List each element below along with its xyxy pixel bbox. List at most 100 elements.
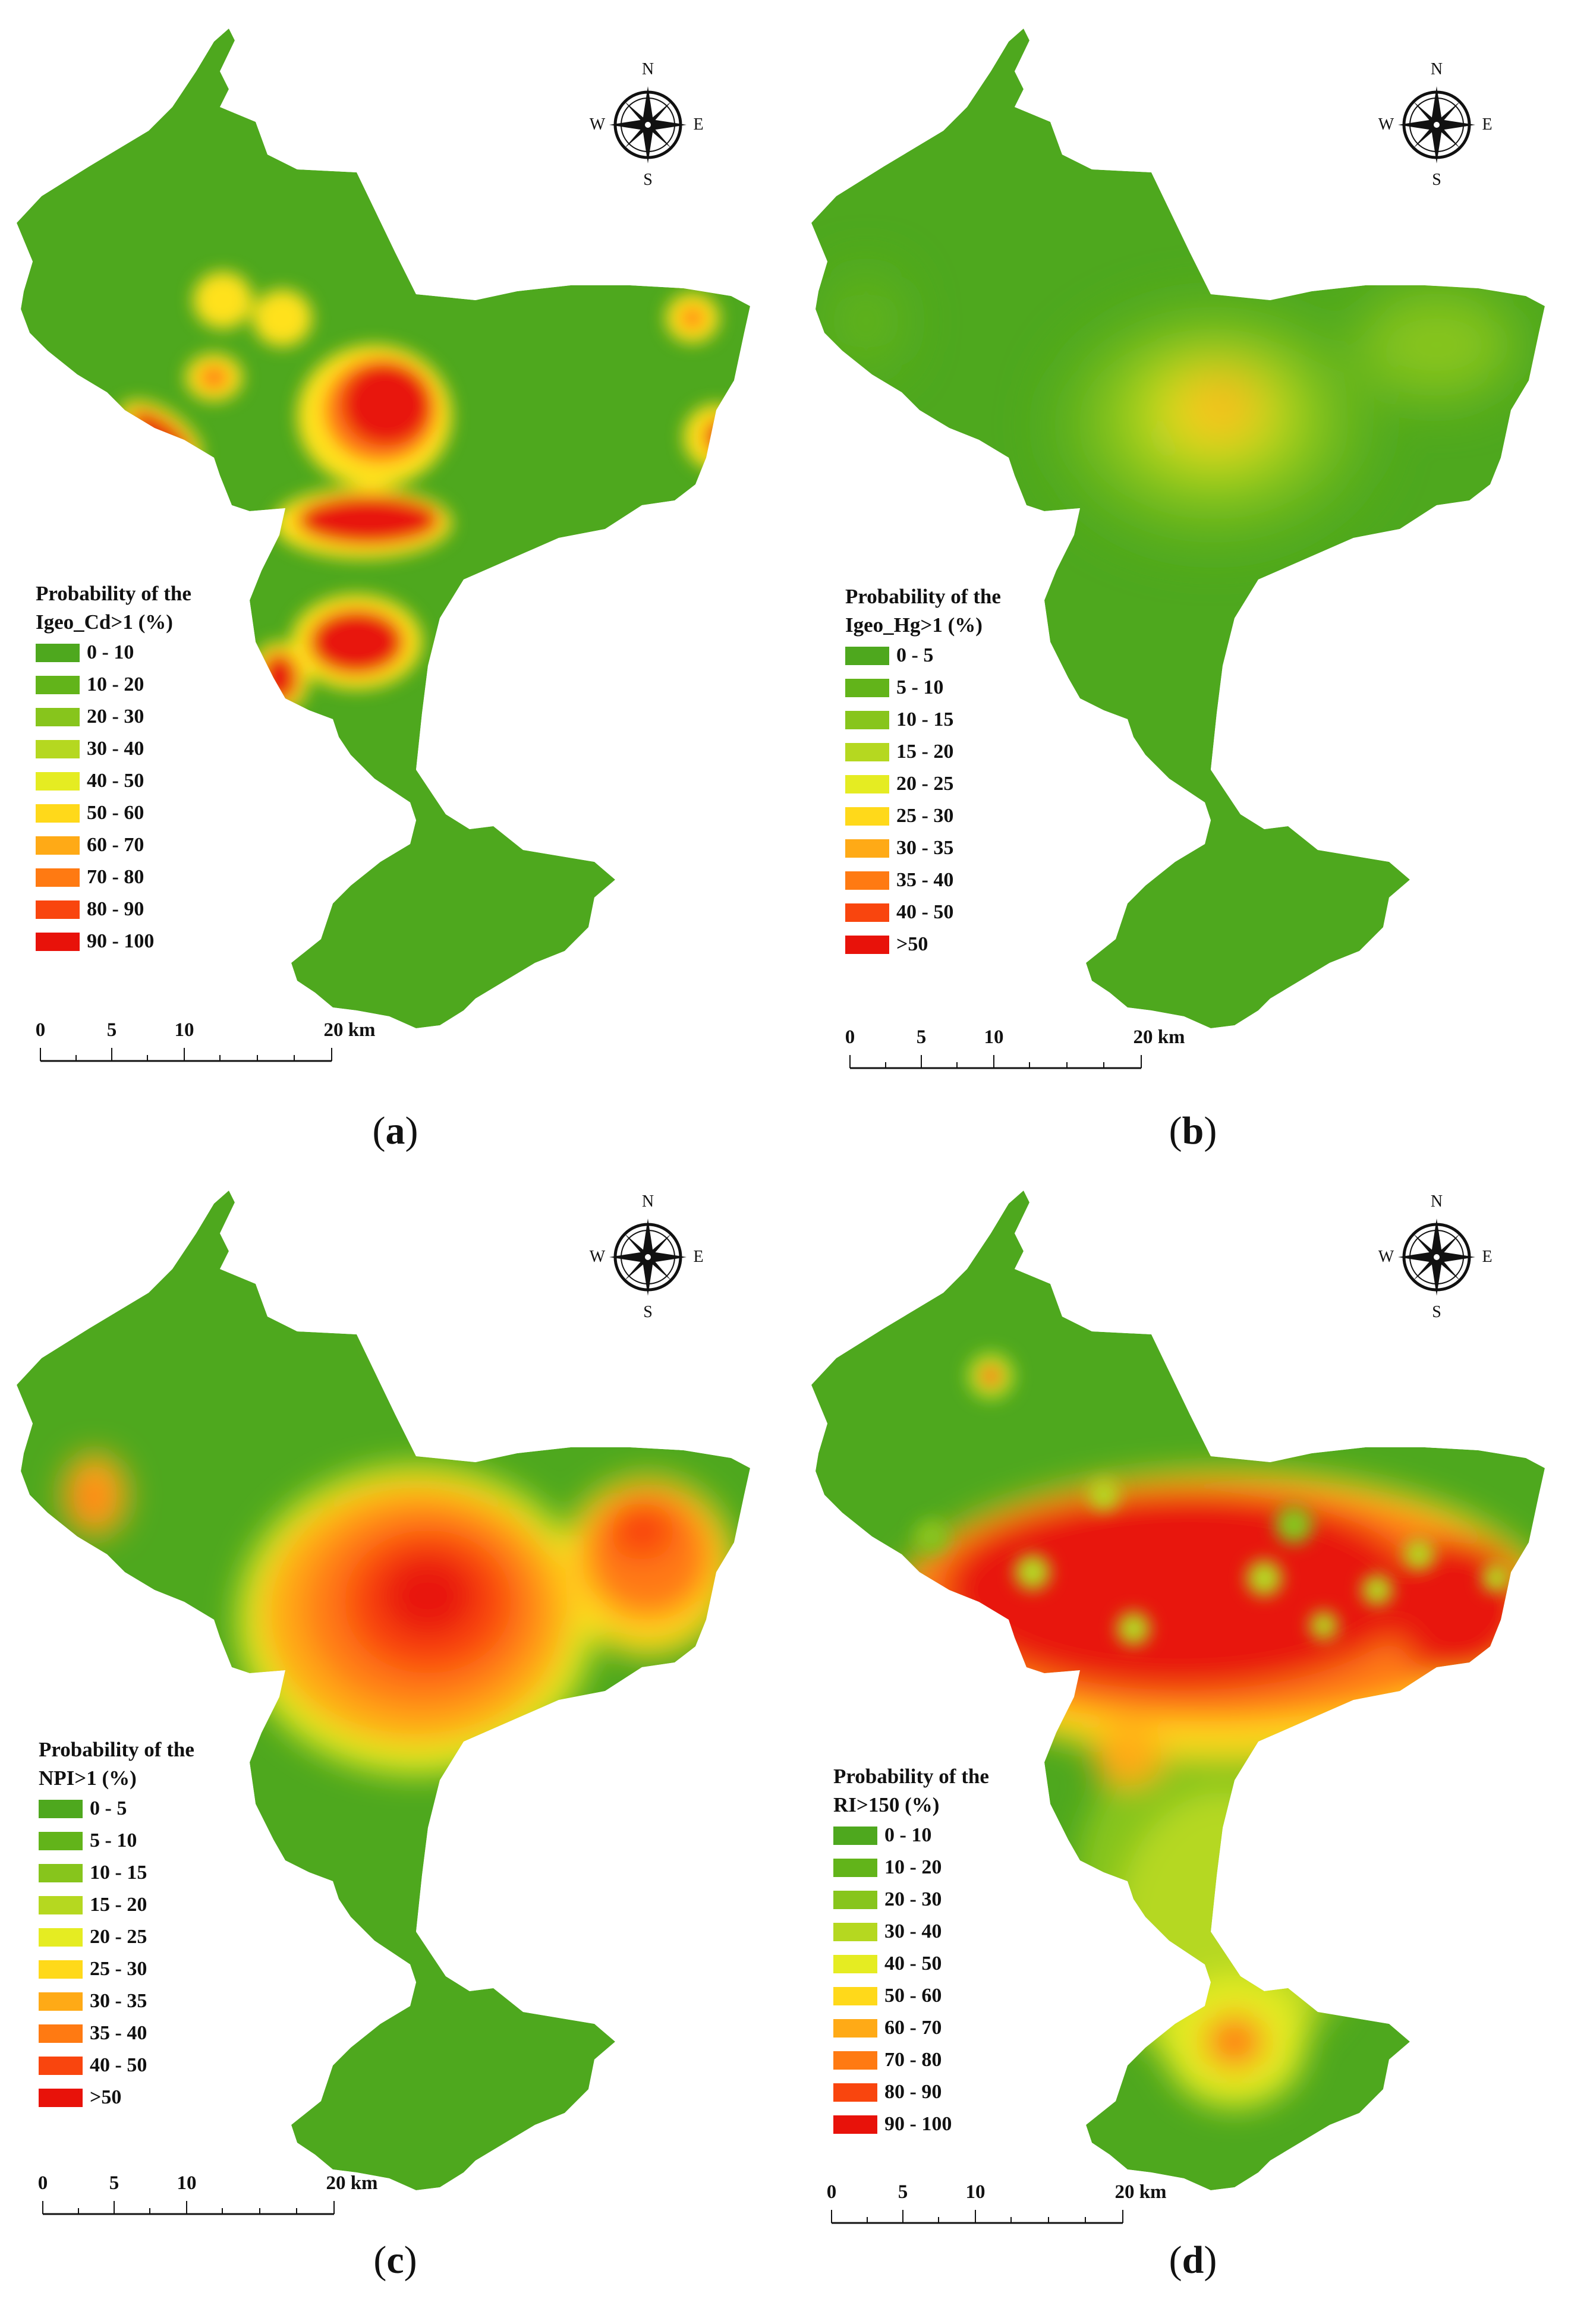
legend-item: 60 - 70 bbox=[833, 2012, 989, 2044]
scale-label-0: 0 bbox=[35, 1019, 46, 1041]
legend-label: 60 - 70 bbox=[87, 834, 144, 856]
legend-item: 30 - 40 bbox=[833, 1916, 989, 1948]
legend-item: 0 - 5 bbox=[39, 1793, 194, 1825]
legend-swatch bbox=[39, 1992, 83, 2011]
legend-label: 10 - 15 bbox=[90, 1862, 147, 1884]
legend-label: 0 - 10 bbox=[87, 641, 134, 663]
legend-swatch bbox=[833, 1954, 877, 1973]
legend-swatch bbox=[845, 839, 889, 858]
scale-label-10: 10 bbox=[965, 2181, 986, 2203]
legend-swatch bbox=[39, 1831, 83, 1850]
scale-ticks bbox=[40, 1048, 332, 1062]
legend-swatch bbox=[36, 868, 80, 887]
legend-label: 80 - 90 bbox=[87, 898, 144, 920]
caption-c: (c) bbox=[373, 2238, 417, 2282]
legend-swatch bbox=[39, 1895, 83, 1914]
legend-label: 5 - 10 bbox=[90, 1829, 137, 1851]
legend-item: 0 - 10 bbox=[36, 637, 191, 669]
legend: Probability of the Igeo_Cd>1 (%) 0 - 10 1… bbox=[36, 580, 191, 958]
legend: Probability of the NPI>1 (%) 0 - 5 5 - 10… bbox=[39, 1736, 194, 2114]
panel-c: N S E W Probability of the NPI>1 (%) 0 -… bbox=[0, 1162, 795, 2324]
scale-label-5: 5 bbox=[106, 1019, 117, 1041]
legend-item: 10 - 20 bbox=[36, 669, 191, 701]
scale-label-20: 20 km bbox=[1133, 1026, 1185, 1048]
compass-n: N bbox=[1430, 1192, 1443, 1211]
compass-e: E bbox=[1482, 115, 1493, 134]
legend-item: 30 - 40 bbox=[36, 733, 191, 765]
legend-label: 10 - 20 bbox=[884, 1856, 942, 1878]
map-ri bbox=[811, 1191, 1545, 2190]
legend-label: 15 - 20 bbox=[896, 741, 954, 763]
legend-label: 0 - 5 bbox=[896, 644, 934, 666]
legend-swatch bbox=[833, 2115, 877, 2134]
legend-item: 80 - 90 bbox=[833, 2076, 989, 2108]
legend: Probability of the Igeo_Hg>1 (%) 0 - 5 5 … bbox=[845, 582, 1001, 961]
legend-item: 0 - 5 bbox=[845, 640, 1001, 672]
scale-bar: 0 5 10 20 km bbox=[37, 2172, 378, 2220]
legend-title-line1: Probability of the bbox=[39, 1738, 194, 1761]
legend-item: 30 - 35 bbox=[845, 832, 1001, 864]
scale-label-10: 10 bbox=[174, 1019, 194, 1041]
legend-swatch bbox=[39, 2024, 83, 2043]
compass-n: N bbox=[641, 60, 654, 78]
legend-swatch bbox=[36, 675, 80, 694]
scale-ticks bbox=[831, 2210, 1123, 2224]
legend-swatch bbox=[833, 1858, 877, 1877]
legend-swatch bbox=[833, 1890, 877, 1909]
legend-swatch bbox=[36, 932, 80, 951]
scale-label-20: 20 km bbox=[326, 2172, 378, 2194]
compass-n: N bbox=[641, 1192, 654, 1211]
scale-label-10: 10 bbox=[177, 2172, 197, 2194]
compass-rose: N S E W bbox=[1368, 56, 1505, 193]
legend-swatch bbox=[833, 2051, 877, 2070]
legend-item: 20 - 30 bbox=[833, 1884, 989, 1916]
legend-item: 20 - 25 bbox=[845, 768, 1001, 800]
legend-swatch bbox=[833, 2083, 877, 2102]
legend-item: 10 - 20 bbox=[833, 1851, 989, 1884]
scale-label-5: 5 bbox=[916, 1026, 927, 1048]
legend-swatch bbox=[36, 707, 80, 726]
legend-title-line2: Igeo_Cd>1 (%) bbox=[36, 610, 173, 634]
legend-swatch bbox=[845, 903, 889, 922]
legend-title-line1: Probability of the bbox=[36, 582, 191, 605]
compass-s: S bbox=[1432, 1303, 1441, 1321]
legend-swatch bbox=[39, 1928, 83, 1947]
legend-swatch bbox=[845, 678, 889, 697]
caption-d: (d) bbox=[1169, 2238, 1217, 2282]
legend-label: 90 - 100 bbox=[884, 2113, 952, 2135]
scale-ticks bbox=[849, 1055, 1142, 1069]
legend-swatch bbox=[36, 739, 80, 758]
legend-item: 40 - 50 bbox=[36, 765, 191, 797]
legend-label: 30 - 40 bbox=[87, 738, 144, 760]
caption-a: (a) bbox=[372, 1109, 418, 1152]
legend-label: 60 - 70 bbox=[884, 2017, 942, 2039]
compass-icon bbox=[609, 86, 687, 163]
legend-title-line1: Probability of the bbox=[845, 585, 1001, 608]
compass-s: S bbox=[1432, 171, 1441, 189]
legend-label: 20 - 30 bbox=[87, 706, 144, 728]
legend-swatch bbox=[833, 1986, 877, 2005]
panel-a: N S E W Probability of the Igeo_Cd>1 (%)… bbox=[0, 0, 795, 1162]
legend-item: 70 - 80 bbox=[36, 861, 191, 893]
legend-item: 10 - 15 bbox=[39, 1857, 194, 1889]
legend-item: >50 bbox=[39, 2081, 194, 2114]
legend-swatch bbox=[845, 710, 889, 729]
legend-label: 10 - 15 bbox=[896, 708, 954, 730]
legend-item: 25 - 30 bbox=[845, 800, 1001, 832]
scale-bar: 0 5 10 20 km bbox=[826, 2181, 1167, 2229]
legend-swatch bbox=[36, 804, 80, 823]
legend-item: 20 - 30 bbox=[36, 701, 191, 733]
compass-w: W bbox=[589, 115, 606, 134]
legend-item: 10 - 15 bbox=[845, 704, 1001, 736]
legend-item: 90 - 100 bbox=[36, 925, 191, 958]
legend-item: 50 - 60 bbox=[833, 1980, 989, 2012]
compass-icon bbox=[1398, 86, 1475, 163]
legend-item: 25 - 30 bbox=[39, 1953, 194, 1985]
legend-item: 60 - 70 bbox=[36, 829, 191, 861]
legend-item: 0 - 10 bbox=[833, 1819, 989, 1851]
legend-label: 35 - 40 bbox=[90, 2022, 147, 2044]
legend-label: 70 - 80 bbox=[87, 866, 144, 888]
compass-w: W bbox=[589, 1248, 606, 1266]
legend-item: 20 - 25 bbox=[39, 1921, 194, 1953]
legend-swatch bbox=[845, 935, 889, 954]
